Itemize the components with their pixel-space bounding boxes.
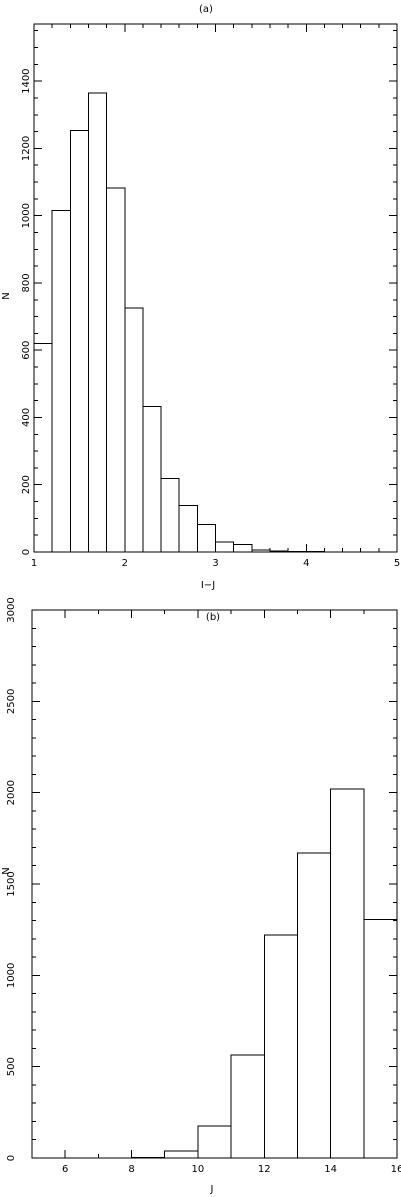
panel-b-bar-9 bbox=[330, 788, 365, 1159]
panel-b-bar-6 bbox=[230, 1054, 265, 1159]
panel-b-bar-7 bbox=[263, 934, 298, 1159]
panel-b-ytick-label: 1500 bbox=[6, 871, 17, 896]
panel-a-bar-10 bbox=[215, 541, 235, 553]
panel-a-bar-0 bbox=[33, 342, 53, 553]
panel-b-ytick-label: 1000 bbox=[6, 963, 17, 988]
panel-b-bars bbox=[131, 788, 398, 1159]
panel-b-ytick-label: 2000 bbox=[6, 780, 17, 805]
panel-a-ytick-label: 1000 bbox=[21, 203, 32, 228]
panel-b-plot-frame bbox=[31, 609, 398, 1159]
panel-a-xtick-label: 3 bbox=[212, 558, 218, 569]
panel-b-ytick-label: 3000 bbox=[6, 597, 17, 622]
panel-a-x-axis-label: I−J bbox=[201, 580, 215, 591]
panel-b-xtick-label: 10 bbox=[192, 1164, 205, 1175]
panel-b-bar-5 bbox=[197, 1125, 232, 1159]
panel-b-bar-8 bbox=[296, 852, 332, 1159]
panel-a-ytick-label: 1400 bbox=[21, 68, 32, 93]
panel-a-xtick-label: 5 bbox=[394, 558, 400, 569]
panel-a-xtick-label: 2 bbox=[122, 558, 128, 569]
panel-b-xtick-label: 6 bbox=[62, 1164, 68, 1175]
panel-a-ticks: 1 2 3 4 5 0 200 400 600 800 1000 1200 1400 bbox=[21, 24, 400, 569]
panel-b-histogram: (b) N J 6 8 10 12 14 16 0 500 1000 1500 2000 2500 30… bbox=[1, 597, 401, 1195]
panel-a-bar-8 bbox=[178, 505, 198, 553]
panel-a-bar-11 bbox=[233, 544, 253, 553]
panel-b-bar-10 bbox=[363, 919, 398, 1159]
panel-a-ytick-label: 600 bbox=[21, 341, 32, 360]
panel-b-xtick-label: 8 bbox=[128, 1164, 134, 1175]
panel-b-x-axis-label: J bbox=[210, 1184, 214, 1195]
panel-a-bar-9 bbox=[196, 523, 217, 553]
panel-a-xtick-label: 4 bbox=[303, 558, 309, 569]
panel-b-y-axis-label: N bbox=[1, 867, 12, 874]
panel-a-xtick-label: 1 bbox=[31, 558, 37, 569]
panel-b-ytick-label: 2500 bbox=[6, 689, 17, 714]
panel-a-bar-6 bbox=[142, 406, 162, 553]
panel-b-xtick-label: 16 bbox=[391, 1164, 401, 1175]
panel-a-bars bbox=[33, 92, 325, 553]
panel-b-title: (b) bbox=[206, 612, 220, 623]
panel-a-bar-7 bbox=[160, 478, 180, 553]
panel-a-title: (a) bbox=[199, 4, 213, 15]
panel-a-plot-frame bbox=[33, 23, 398, 553]
panel-a-bar-3 bbox=[87, 92, 108, 553]
panel-b-ytick-label: 0 bbox=[6, 1155, 17, 1161]
panel-a-ytick-label: 400 bbox=[21, 408, 32, 427]
panel-a-histogram: (a) N I−J 1 2 3 4 5 0 200 400 600 800 1000 1200 1400 bbox=[1, 4, 400, 591]
panel-b-xtick-label: 14 bbox=[324, 1164, 337, 1175]
panel-b-xtick-label: 12 bbox=[258, 1164, 271, 1175]
panel-a-bar-4 bbox=[106, 187, 126, 553]
panel-a-ytick-label: 1200 bbox=[21, 136, 32, 161]
panel-a-bar-1 bbox=[51, 210, 71, 553]
panel-b-ytick-label: 500 bbox=[6, 1057, 17, 1076]
panel-b-ticks: 6 8 10 12 14 16 0 500 1000 1500 2000 2500 3000 bbox=[6, 597, 401, 1175]
panel-a-bar-5 bbox=[124, 307, 144, 553]
panel-a-ytick-label: 800 bbox=[21, 273, 32, 292]
panel-a-ytick-label: 0 bbox=[21, 549, 32, 555]
panel-b-bar-4 bbox=[164, 1150, 199, 1159]
panel-a-y-axis-label: N bbox=[1, 292, 12, 299]
panel-a-ytick-label: 200 bbox=[21, 475, 32, 494]
panel-a-bar-2 bbox=[69, 130, 89, 553]
